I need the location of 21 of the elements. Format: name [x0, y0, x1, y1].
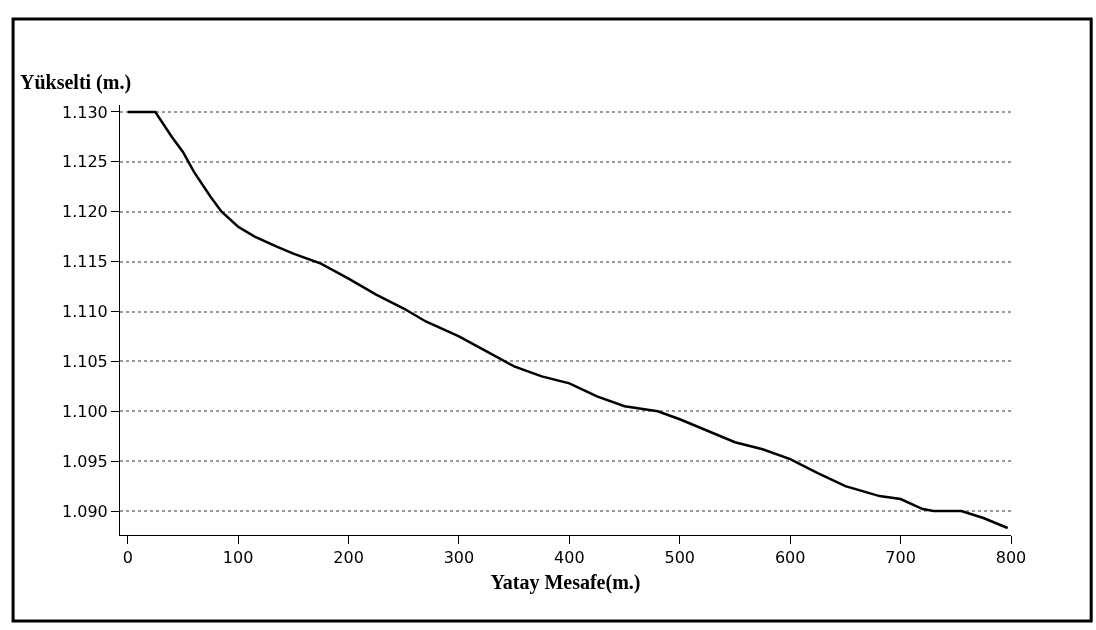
- x-tick-label: 600: [774, 548, 806, 568]
- y-tick-label: 1.120: [61, 202, 108, 222]
- y-tick-label: 1.115: [61, 252, 108, 272]
- x-tick-label: 400: [554, 548, 585, 568]
- x-tick-label: 200: [333, 548, 364, 568]
- y-tick-label: 1.100: [61, 401, 108, 421]
- y-tick-label: 1.105: [61, 352, 108, 371]
- x-tick-label: 100: [222, 548, 254, 568]
- y-axis-title: Yükselti (m.): [20, 71, 132, 94]
- x-tick-label: 500: [664, 548, 696, 568]
- x-tick-label: 800: [995, 548, 1027, 568]
- x-axis-title: Yatay Mesafe(m.): [490, 570, 641, 594]
- y-tick-label: 1.110: [61, 302, 108, 322]
- x-tick-label: 300: [443, 548, 475, 568]
- y-tick-label: 1.125: [61, 152, 108, 172]
- x-tick-label: 700: [885, 548, 916, 568]
- y-tick-label: 1.095: [61, 451, 108, 471]
- x-tick-label: 0: [122, 548, 133, 568]
- y-tick-label: 1.090: [61, 501, 108, 521]
- line-series: [126, 110, 1009, 530]
- y-tick-label: 1.130: [61, 102, 108, 122]
